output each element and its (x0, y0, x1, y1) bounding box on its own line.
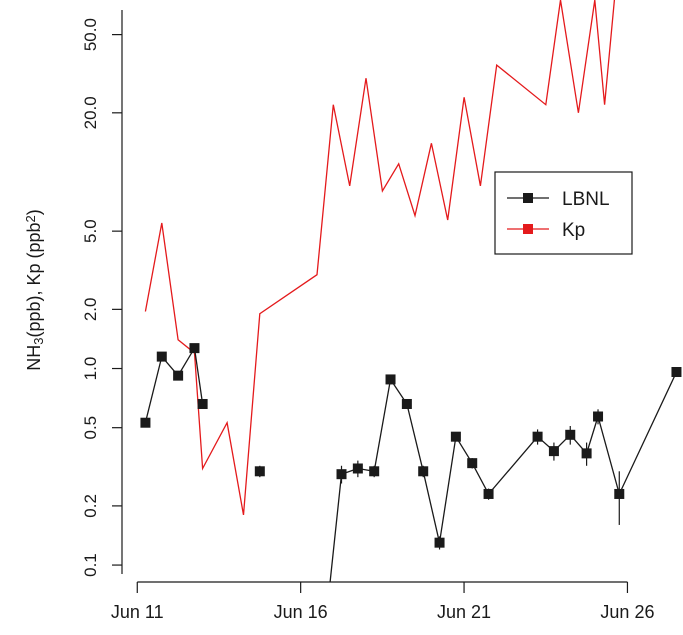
x-axis-ticks: Jun 11 Jun 16 Jun 21 Jun 26 (111, 582, 654, 622)
y-axis-label-part: 2 (23, 215, 38, 222)
data-point (548, 446, 559, 457)
series-layer (140, 0, 682, 582)
legend-box (494, 171, 633, 255)
legend-marker (523, 193, 533, 203)
y-tick-label: 20.0 (81, 96, 100, 129)
data-point (593, 411, 604, 422)
y-axis-label: NH3(ppb), Kp (ppb2) (23, 209, 46, 371)
x-tick-label: Jun 16 (274, 602, 328, 622)
data-point (401, 398, 412, 409)
kp-line (144, 0, 616, 516)
data-point (197, 398, 208, 409)
data-point (434, 537, 445, 548)
y-tick-label: 0.2 (81, 494, 100, 518)
data-point (352, 463, 363, 474)
data-point (671, 367, 682, 378)
data-point (467, 458, 478, 469)
y-tick-label: 1.0 (81, 357, 100, 381)
data-point (369, 466, 380, 477)
y-axis-label-part: (ppb), Kp (ppb (24, 222, 44, 337)
legend-marker (523, 224, 533, 234)
data-point (173, 370, 184, 381)
data-point (385, 374, 396, 385)
lbnl-series (140, 343, 682, 582)
kp-series (144, 0, 616, 516)
y-axis-label-part: ) (24, 209, 44, 215)
y-tick-label: 5.0 (81, 219, 100, 243)
x-tick-label: Jun 11 (111, 602, 164, 622)
y-tick-label: 0.5 (81, 416, 100, 440)
data-point (483, 488, 494, 499)
data-point (614, 488, 625, 499)
axes (121, 10, 628, 583)
lbnl-line (144, 346, 204, 423)
data-point (336, 469, 347, 480)
y-tick-label: 50.0 (81, 18, 100, 51)
y-axis-ticks: 0.1 0.2 0.5 1.0 2.0 5.0 20.0 50.0 (81, 18, 122, 577)
lbnl-line (329, 371, 678, 582)
y-tick-label: 2.0 (81, 298, 100, 322)
data-point (418, 466, 429, 477)
data-point (189, 343, 200, 354)
data-point (450, 431, 461, 442)
x-tick-label: Jun 26 (600, 602, 654, 622)
y-tick-label: 0.1 (81, 553, 100, 577)
data-point (532, 431, 543, 442)
y-axis-label-part: NH (24, 345, 44, 371)
data-point (581, 448, 592, 459)
legend-label: LBNL (562, 189, 610, 210)
data-point (156, 351, 167, 362)
legend: LBNL Kp (494, 171, 633, 255)
x-tick-label: Jun 21 (437, 602, 491, 622)
data-point (140, 417, 151, 428)
data-point (254, 466, 265, 477)
legend-label: Kp (562, 220, 585, 241)
data-point (565, 429, 576, 440)
y-axis-label-part: 3 (31, 338, 46, 345)
